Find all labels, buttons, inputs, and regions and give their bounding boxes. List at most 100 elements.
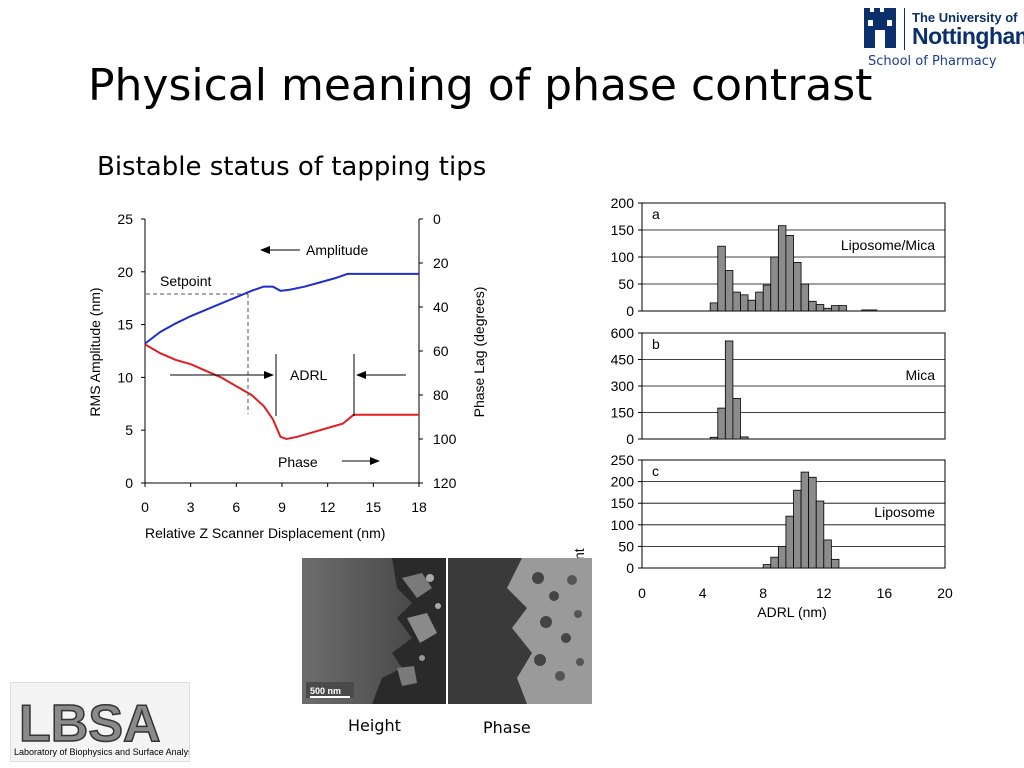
afm-image-pair: 500 nm	[302, 558, 592, 704]
adrl-right-arrow-head	[356, 371, 366, 379]
phase-image-caption: Phase	[483, 718, 531, 737]
afm-phase-image	[448, 558, 592, 704]
y2-axis-title: Phase Lag (degrees)	[471, 287, 487, 418]
x-tick-label: 0	[638, 585, 646, 601]
histogram-bar-b	[724, 340, 734, 440]
phase-label: Phase	[278, 454, 318, 470]
y-tick-label: 300	[611, 378, 635, 394]
histogram-bar-c	[823, 539, 832, 569]
lbsa-logo: LBSA Laboratory of Biophysics and Surfac…	[10, 682, 190, 762]
histogram-bar-a	[747, 299, 757, 312]
histogram-bar-a	[717, 245, 726, 312]
histogram-bar-a	[732, 291, 741, 312]
school-name: School of Pharmacy	[868, 54, 997, 69]
adrl-axis-title: ADRL (nm)	[757, 604, 827, 620]
histogram-bar-b	[717, 407, 726, 440]
histogram-bar-a	[800, 283, 810, 312]
y-tick-label: 10	[117, 369, 133, 385]
height-image-caption: Height	[348, 716, 401, 735]
university-name-line1: The University of	[912, 10, 1018, 25]
histogram-bar-c	[808, 476, 817, 569]
amplitude-label: Amplitude	[306, 242, 368, 258]
histogram-bar-a	[709, 302, 719, 312]
y-tick-label: 200	[611, 474, 635, 490]
histogram-bar-b	[709, 436, 719, 440]
panel-letter-bg	[648, 462, 664, 480]
y2-tick-label: 100	[433, 431, 457, 447]
histogram-bar-a	[762, 284, 772, 312]
y-tick-label: 100	[611, 249, 635, 265]
y-tick-label: 0	[626, 560, 634, 576]
panel-letter-bg	[648, 335, 664, 353]
afm-height-image: 500 nm	[302, 558, 446, 704]
y-tick-label: 0	[626, 431, 634, 447]
panel-label-a: Liposome/Mica	[841, 237, 935, 253]
castle-crest-icon	[864, 8, 896, 48]
x-tick-label: 16	[877, 585, 893, 601]
lbsa-acronym: LBSA	[19, 695, 161, 753]
histogram-bar-c	[800, 471, 810, 569]
x-tick-label: 9	[278, 499, 286, 515]
y-tick-label: 50	[618, 538, 634, 554]
y-tick-label: 150	[611, 495, 635, 511]
histogram-bar-a	[740, 294, 749, 312]
histogram-bar-a	[815, 304, 825, 312]
y2-tick-label: 20	[433, 255, 449, 271]
histogram-bar-c	[830, 558, 840, 569]
histogram-bar-a	[868, 309, 878, 312]
x-axis-title: Relative Z Scanner Displacement (nm)	[145, 525, 385, 541]
histogram-bar-a	[755, 291, 764, 312]
x-tick-label: 12	[320, 499, 336, 515]
histogram-bar-c	[785, 515, 794, 569]
histogram-bar-a	[724, 270, 734, 312]
y-tick-label: 20	[117, 264, 133, 280]
y-tick-label: 0	[125, 475, 133, 491]
y2-tick-label: 120	[433, 475, 457, 491]
y2-tick-label: 80	[433, 387, 449, 403]
y-tick-label: 600	[611, 325, 635, 341]
y-tick-label: 50	[618, 276, 634, 292]
panel-letter-c: c	[652, 463, 659, 479]
x-tick-label: 0	[141, 499, 149, 515]
x-tick-label: 18	[411, 499, 427, 515]
adrl-left-arrow-head	[264, 371, 274, 379]
x-tick-label: 15	[366, 499, 382, 515]
histogram-bar-a	[838, 305, 847, 312]
panel-letter-bg	[648, 205, 664, 223]
setpoint-label: Setpoint	[160, 273, 211, 289]
histogram-bar-a	[777, 225, 787, 312]
panel-label-c: Liposome	[874, 504, 935, 520]
histogram-bar-c	[815, 500, 825, 569]
slide-subtitle: Bistable status of tapping tips	[97, 152, 487, 182]
panel-letter-a: a	[652, 206, 660, 222]
y2-tick-label: 40	[433, 299, 449, 315]
x-tick-label: 6	[232, 499, 240, 515]
histogram-bar-a	[770, 256, 779, 312]
y-tick-label: 15	[117, 317, 133, 333]
lbsa-logo-graphic: LBSA Laboratory of Biophysics and Surfac…	[14, 694, 189, 757]
panel-letter-b: b	[652, 336, 660, 352]
histogram-bar-b	[740, 436, 749, 440]
x-tick-label: 12	[816, 585, 832, 601]
x-tick-label: 20	[937, 585, 953, 601]
panel-label-b: Mica	[905, 367, 935, 383]
y-tick-label: 0	[626, 303, 634, 319]
y-tick-label: 450	[611, 352, 635, 368]
y-tick-label: 100	[611, 517, 635, 533]
y-tick-label: 250	[611, 452, 635, 468]
amplitude-arrow-head	[260, 246, 270, 254]
histogram-bar-c	[793, 489, 802, 569]
histogram-bar-c	[770, 556, 779, 569]
logo-divider	[904, 8, 905, 50]
x-tick-label: 4	[699, 585, 707, 601]
amplitude-phase-chart: 0 5 10 15 20 25 0 20 40 60 80 100 120 0 3 6 9 12 15 18 Setp…	[87, 211, 487, 541]
x-tick-label: 8	[759, 585, 767, 601]
histogram-bar-a	[823, 307, 832, 312]
amplitude-series-line	[144, 272, 419, 345]
y-tick-label: 5	[125, 422, 133, 438]
histogram-bar-a	[861, 309, 870, 312]
x-tick-label: 3	[187, 499, 195, 515]
y-tick-label: 150	[611, 222, 635, 238]
histogram-bar-b	[732, 397, 741, 440]
